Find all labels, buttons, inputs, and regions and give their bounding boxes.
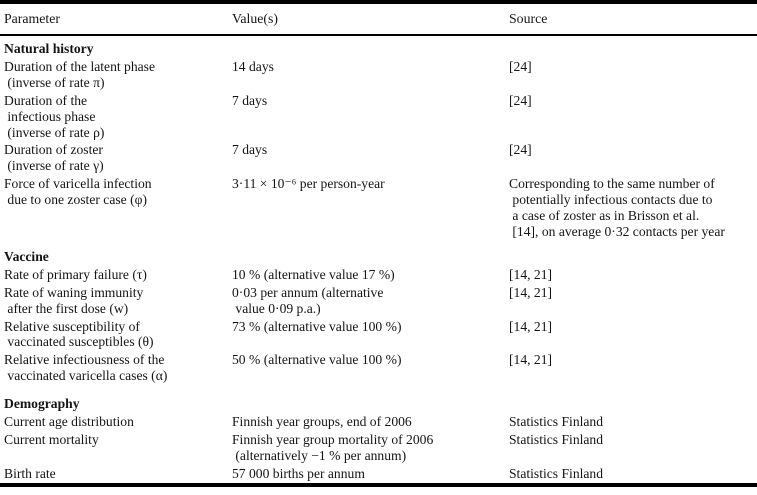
section-row-natural-history: Natural history [0,35,757,58]
source-cell: Corresponding to the same number of pote… [509,176,725,239]
parameter-cell: Force of varicella infection due to one … [4,176,152,208]
source-cell: [24] [509,142,532,158]
table-row-relative-infectiousness: Relative infectiousness of the vaccinate… [0,351,757,385]
table-row-duration-zoster: Duration of zoster (inverse of rate γ) 7… [0,141,757,175]
parameter-cell: Rate of waning immunity after the first … [4,284,144,316]
value-cell: 57 000 births per annum [232,465,365,481]
table-row-current-mortality: Current mortality Finnish year group mor… [0,431,757,465]
table-row-relative-susceptibility: Relative susceptibility of vaccinated su… [0,318,757,352]
header-row: Parameter Value(s) Source [0,2,757,36]
column-header-source: Source [509,2,757,36]
value-cell: 3·11 × 10⁻⁶ per person-year [232,176,385,192]
parameter-cell: Birth rate [4,465,56,481]
table-row-age-distribution: Current age distribution Finnish year gr… [0,413,757,431]
source-cell: Statistics Finland [509,414,604,430]
section-row-vaccine: Vaccine [0,241,757,266]
value-cell: 73 % (alternative value 100 %) [232,318,402,334]
source-cell: [14, 21] [509,284,553,300]
parameter-cell: Duration of the infectious phase (invers… [4,92,105,140]
parameter-cell: Current mortality [4,431,99,447]
source-cell: [24] [509,92,532,108]
section-label: Natural history [4,41,94,56]
source-cell: Statistics Finland [509,431,604,447]
value-cell: Finnish year group mortality of 2006 (al… [232,431,434,463]
table-row-force-of-infection: Force of varicella infection due to one … [0,175,757,241]
value-cell: Finnish year groups, end of 2006 [232,414,412,430]
source-cell: Statistics Finland [509,465,604,481]
parameter-cell: Relative susceptibility of vaccinated su… [4,318,154,350]
section-label: Vaccine [4,248,49,264]
table-row-birth-rate: Birth rate 57 000 births per annum Stati… [0,465,757,485]
table-row-infectious-phase: Duration of the infectious phase (invers… [0,92,757,142]
parameter-cell: Duration of the latent phase (inverse of… [4,58,155,90]
parameter-cell: Duration of zoster (inverse of rate γ) [4,142,104,174]
parameter-cell: Relative infectiousness of the vaccinate… [4,352,168,384]
table-row-latent-phase: Duration of the latent phase (inverse of… [0,58,757,92]
source-cell: [14, 21] [509,318,553,334]
table-row-waning-immunity: Rate of waning immunity after the first … [0,284,757,318]
source-cell: [24] [509,58,532,74]
column-header-values: Value(s) [232,2,509,36]
section-label: Demography [4,396,80,412]
parameter-cell: Current age distribution [4,414,134,430]
parameter-cell: Rate of primary failure (τ) [4,266,147,282]
value-cell: 0·03 per annum (alternative value 0·09 p… [232,284,384,316]
value-cell: 7 days [232,92,268,108]
column-header-parameter: Parameter [0,2,232,36]
value-cell: 50 % (alternative value 100 %) [232,352,402,368]
value-cell: 14 days [232,58,274,74]
table-row-primary-failure: Rate of primary failure (τ) 10 % (altern… [0,266,757,284]
value-cell: 10 % (alternative value 17 %) [232,266,395,282]
source-cell: [14, 21] [509,266,553,282]
source-cell: [14, 21] [509,352,553,368]
section-row-demography: Demography [0,385,757,413]
value-cell: 7 days [232,142,268,158]
